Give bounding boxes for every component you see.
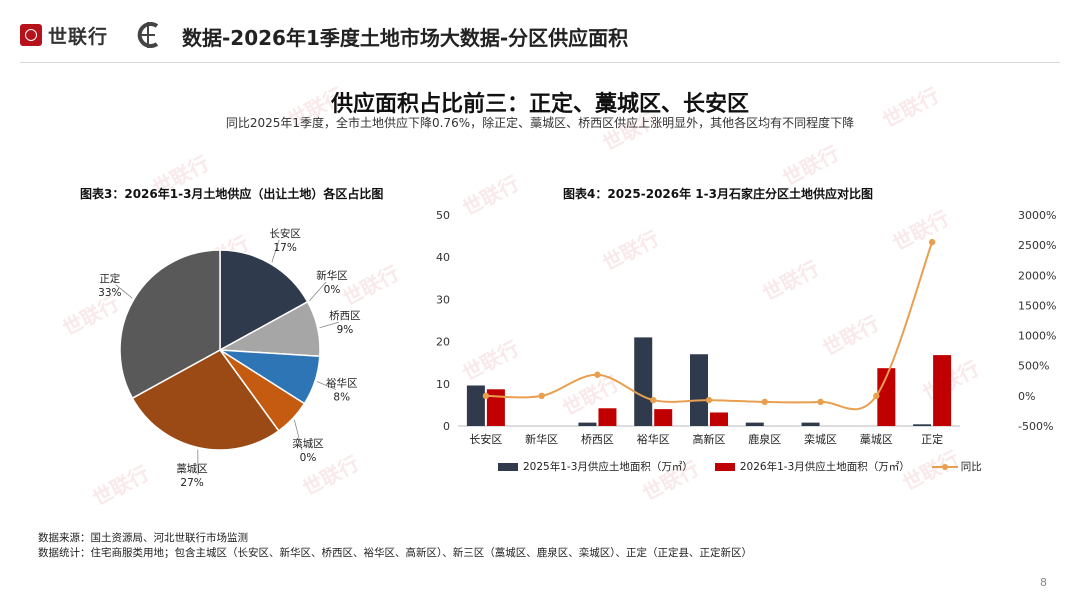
pie-leader-6	[115, 284, 133, 299]
y-tick-label: 20	[436, 336, 450, 349]
page-number: 8	[1040, 576, 1047, 589]
bar-2026-4	[710, 412, 728, 426]
yoy-point-3	[650, 396, 657, 404]
y2-tick-label: 1500%	[1018, 299, 1056, 312]
yoy-point-0	[482, 392, 490, 400]
yoy-point-1	[538, 392, 545, 400]
y-tick-label: 40	[436, 251, 450, 264]
pie-slice-0	[219, 249, 309, 352]
bar-2025-2	[578, 422, 597, 426]
pie-slice-6	[119, 249, 221, 400]
yoy-point-2	[594, 371, 601, 378]
legend-swatch-2025	[498, 462, 518, 471]
bar-2025-0	[466, 385, 485, 426]
x-tick-label: 栾城区	[804, 432, 837, 446]
pie-leader-0	[271, 239, 280, 263]
header: 世联行 数据-2026年1季度土地市场大数据-分区供应面积	[0, 0, 1080, 70]
bar-2026-2	[598, 408, 617, 426]
data-source-note: 数据来源：国土资源局、河北世联行市场监测	[38, 532, 248, 544]
pie-chart-title: 图表3：2026年1-3月土地供应（出让土地）各区占比图	[80, 187, 384, 201]
headline: 供应面积占比前三：正定、藁城区、长安区	[330, 92, 749, 117]
x-tick-label: 裕华区	[637, 432, 670, 446]
pie-label-2: 桥西区	[329, 310, 361, 322]
yoy-line	[485, 241, 934, 411]
legend-label-2026: 2026年1-3月供应土地面积（万㎡）	[739, 461, 910, 473]
y-tick-label: 30	[436, 293, 450, 306]
x-tick-label: 桥西区	[581, 433, 614, 446]
pie-leader-2	[319, 321, 340, 329]
bar-chart-title: 图表4：2025-2026年 1-3月石家庄分区土地供应对比图	[563, 187, 873, 201]
x-tick-label: 新华区	[525, 432, 558, 446]
pie-leader-4	[293, 419, 303, 451]
y-tick-label: 10	[436, 378, 450, 391]
x-tick-label: 鹿泉区	[748, 432, 781, 446]
pie-label-1: 新华区	[316, 269, 348, 282]
yoy-point-8	[928, 238, 936, 246]
y2-tick-label: 2000%	[1018, 269, 1056, 282]
bar-2026-3	[654, 409, 673, 426]
bar-2025-3	[634, 337, 653, 426]
data-scope-note: 数据统计：住宅商服类用地；包含主城区（长安区、新华区、桥西区、裕华区、高新区）、…	[38, 547, 752, 559]
legend-item-yoy: 同比	[931, 459, 982, 474]
y2-tick-label: 0%	[1018, 390, 1035, 403]
subheadline: 同比2025年1季度，全市土地供应下降0.76%，除正定、藁城区、桥西区供应上涨…	[225, 116, 855, 130]
legend-line-icon	[931, 463, 958, 470]
pie-leader-1	[309, 281, 327, 302]
partner-logo-icon	[135, 20, 161, 50]
pie-pct-5: 27%	[180, 477, 203, 489]
bar-2025-4	[690, 354, 708, 426]
bar-chart-legend: 2025年1-3月供应土地面积（万㎡） 2026年1-3月供应土地面积（万㎡） …	[498, 459, 1004, 474]
legend-label-2025: 2025年1-3月供应土地面积（万㎡）	[523, 461, 693, 473]
yoy-point-5	[761, 398, 768, 406]
page-title: 数据-2026年1季度土地市场大数据-分区供应面积	[182, 26, 629, 50]
brand-name: 世联行	[48, 26, 109, 48]
pie-pct-6: 33%	[98, 287, 121, 299]
bar-2026-8	[933, 355, 952, 426]
pie-pct-0: 17%	[273, 242, 296, 254]
x-tick-label: 藁城区	[860, 433, 893, 446]
brand-logo-icon	[20, 24, 42, 46]
legend-swatch-2026	[714, 462, 735, 471]
pie-pct-3: 8%	[333, 392, 350, 404]
y2-tick-label: 3000%	[1018, 209, 1056, 222]
footnotes: 数据来源：国土资源局、河北世联行市场监测 数据统计：住宅商服类用地；包含主城区（…	[38, 531, 752, 561]
pie-slice-5	[131, 349, 280, 451]
pie-pct-4: 0%	[300, 452, 317, 464]
y2-tick-label: -500%	[1018, 420, 1053, 433]
yoy-point-4	[705, 396, 713, 404]
bar-2025-5	[745, 422, 764, 426]
pie-chart: 长安区 17% 新华区 0% 桥西区 9% 裕华区 8% 栾城区 0% 藁城区 27% 正定 33%	[98, 227, 361, 489]
y2-tick-label: 2500%	[1018, 239, 1056, 252]
bar-chart: 0 10 20 30 40 50 -500% 0% 500% 1000% 1500% 2000% 250…	[436, 209, 1056, 446]
yoy-point-6	[817, 398, 824, 406]
legend-item-2026: 2026年1-3月供应土地面积（万㎡）	[714, 459, 910, 474]
x-tick-label: 高新区	[693, 432, 726, 446]
watermark: 世联行	[778, 141, 843, 191]
pie-label-6: 正定	[99, 272, 120, 285]
legend-label-yoy: 同比	[960, 461, 982, 473]
pie-label-3: 裕华区	[326, 377, 358, 390]
bar-2025-6	[801, 422, 820, 426]
bar-2026-0	[486, 389, 505, 426]
pie-label-4: 栾城区	[292, 437, 324, 450]
y-tick-label: 0	[443, 420, 450, 433]
y2-tick-label: 500%	[1018, 360, 1049, 373]
x-tick-label: 正定	[921, 432, 943, 446]
legend-item-2025: 2025年1-3月供应土地面积（万㎡）	[498, 459, 693, 474]
x-tick-label: 长安区	[469, 432, 502, 446]
pie-leader-3	[316, 381, 336, 390]
yoy-point-7	[873, 392, 880, 400]
header-divider	[20, 62, 1060, 63]
pie-label-0: 长安区	[269, 227, 301, 240]
pie-pct-1: 0%	[324, 284, 341, 296]
pie-label-5: 藁城区	[176, 462, 208, 475]
y-tick-label: 50	[436, 209, 450, 222]
bar-2026-7	[877, 368, 896, 426]
bar-2025-8	[913, 424, 932, 426]
y2-tick-label: 1000%	[1018, 330, 1056, 343]
pie-pct-2: 9%	[337, 324, 354, 336]
